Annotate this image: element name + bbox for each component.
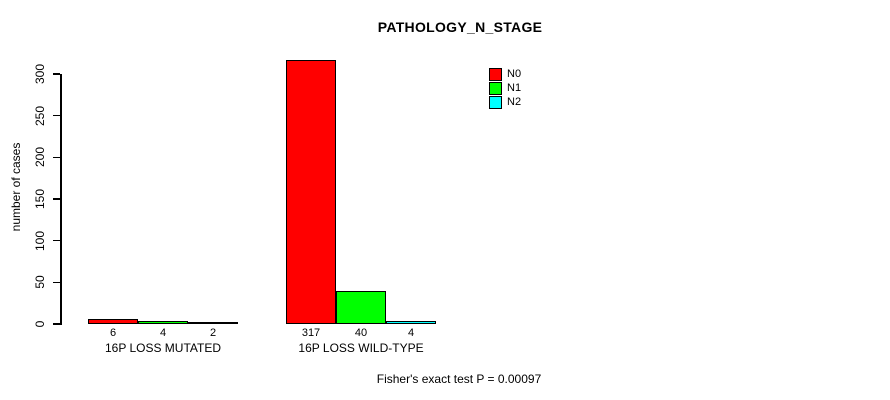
y-tick-label: 100 [33, 230, 47, 251]
bar-n0 [286, 60, 336, 324]
category-label: 16P LOSS MUTATED [104, 341, 222, 355]
y-axis-title: number of cases [9, 142, 23, 232]
y-tick-label: 250 [33, 105, 47, 126]
chart-title: PATHOLOGY_N_STAGE [377, 19, 543, 35]
y-axis-tick [53, 281, 60, 284]
bar-n2 [188, 322, 238, 324]
y-tick-label: 150 [33, 188, 47, 210]
bar-value-label: 40 [354, 327, 368, 339]
y-tick-label: 300 [33, 63, 47, 85]
y-tick-label: 200 [33, 147, 47, 168]
bar-value-label: 4 [407, 327, 415, 339]
legend-swatch-n0 [489, 68, 502, 81]
bar-n1 [138, 321, 188, 324]
y-axis-tick [53, 156, 60, 159]
y-axis-tick [53, 198, 60, 200]
bar-value-label: 2 [209, 327, 217, 339]
y-axis-tick [53, 114, 60, 117]
bar-n0 [88, 319, 138, 324]
legend-swatch-n2 [489, 96, 502, 109]
bar-n1 [336, 291, 386, 324]
y-axis-line [60, 74, 62, 325]
bar-value-label: 4 [159, 327, 167, 339]
legend-swatch-n1 [489, 82, 502, 95]
legend-label: N2 [507, 96, 522, 108]
bar-value-label: 317 [301, 327, 321, 339]
bar-n2 [386, 321, 436, 324]
y-axis-tick [53, 239, 60, 242]
y-axis-tick [53, 323, 60, 325]
stat-annotation: Fisher's exact test P = 0.00097 [376, 372, 542, 386]
legend-label: N1 [507, 82, 522, 94]
legend-label: N0 [507, 68, 522, 80]
bar-value-label: 6 [109, 327, 117, 339]
y-tick-label: 0 [33, 320, 47, 328]
category-label: 16P LOSS WILD-TYPE [298, 341, 424, 355]
y-axis-tick [53, 73, 60, 75]
y-tick-label: 50 [33, 275, 47, 290]
